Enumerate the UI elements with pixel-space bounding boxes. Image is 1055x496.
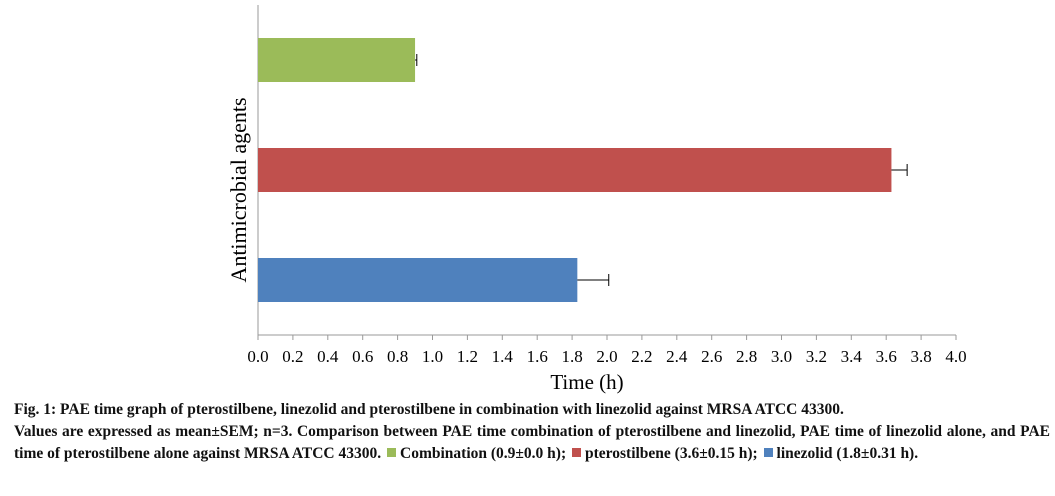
x-tick-label: 0.0	[247, 347, 268, 366]
x-tick-label: 1.4	[492, 347, 514, 366]
bar	[258, 148, 892, 192]
x-tick-label: 0.2	[282, 347, 303, 366]
bar	[258, 38, 416, 82]
legend-swatch	[571, 448, 581, 457]
x-tick-label: 3.2	[806, 347, 827, 366]
x-tick-label: 3.6	[876, 347, 897, 366]
x-tick-label: 3.4	[841, 347, 863, 366]
x-tick-label: 1.8	[561, 347, 582, 366]
caption: Fig. 1: PAE time graph of pterostilbene,…	[14, 399, 1050, 465]
x-tick-label: 0.4	[317, 347, 339, 366]
x-tick-label: 4.0	[945, 347, 966, 366]
x-tick-label: 2.2	[631, 347, 652, 366]
x-tick-label: 1.6	[527, 347, 548, 366]
x-tick-label: 1.0	[422, 347, 443, 366]
legend-label: pterostilbene (3.6±0.15 h);	[584, 445, 758, 462]
x-tick-label: 3.0	[771, 347, 792, 366]
x-tick-label: 0.6	[352, 347, 373, 366]
x-tick-label: 2.4	[666, 347, 688, 366]
error-bar	[415, 54, 418, 66]
caption-text: Values are expressed as mean±SEM; n=3. C…	[14, 423, 1050, 462]
x-tick-label: 0.8	[387, 347, 408, 366]
x-tick-label: 2.6	[701, 347, 722, 366]
caption-title: Fig. 1: PAE time graph of pterostilbene,…	[14, 401, 844, 418]
error-bar	[577, 274, 610, 286]
legend-label: linezolid (1.8±0.31 h).	[776, 445, 919, 462]
x-tick-label: 2.8	[736, 347, 757, 366]
bar	[258, 258, 578, 302]
legend-swatch	[387, 448, 396, 457]
x-axis-label: Time (h)	[550, 370, 623, 394]
x-tick-label: 2.0	[596, 347, 617, 366]
legend-swatch	[763, 448, 773, 457]
y-axis-label: Antimicrobial agents	[226, 97, 251, 282]
error-bar	[891, 164, 908, 176]
x-tick-label: 1.2	[457, 347, 478, 366]
x-tick-label: 3.8	[910, 347, 931, 366]
chart: Time (h) Antimicrobial agents 0.0 0.2 0.4 0…	[226, 5, 967, 394]
legend-label: Combination (0.9±0.0 h);	[400, 445, 567, 462]
